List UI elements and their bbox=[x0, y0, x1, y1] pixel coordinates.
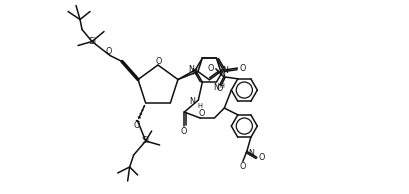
Text: Si: Si bbox=[88, 37, 96, 46]
Text: N: N bbox=[189, 97, 195, 106]
Text: O: O bbox=[207, 64, 213, 73]
Text: N: N bbox=[213, 83, 219, 92]
Text: O: O bbox=[258, 153, 264, 162]
Text: O: O bbox=[155, 56, 162, 66]
Text: H: H bbox=[196, 103, 201, 109]
Text: O: O bbox=[198, 109, 204, 118]
Text: N: N bbox=[247, 149, 253, 158]
Text: O: O bbox=[239, 64, 245, 73]
Text: N: N bbox=[191, 68, 196, 77]
Text: O: O bbox=[133, 121, 139, 131]
Text: N: N bbox=[221, 66, 227, 75]
Text: O: O bbox=[106, 47, 112, 56]
Text: H: H bbox=[218, 83, 223, 89]
Text: O: O bbox=[180, 126, 186, 136]
Text: N: N bbox=[188, 65, 194, 74]
Text: Si: Si bbox=[141, 137, 149, 146]
Text: O: O bbox=[239, 162, 245, 171]
Text: O: O bbox=[216, 84, 222, 93]
Text: N: N bbox=[218, 69, 224, 78]
